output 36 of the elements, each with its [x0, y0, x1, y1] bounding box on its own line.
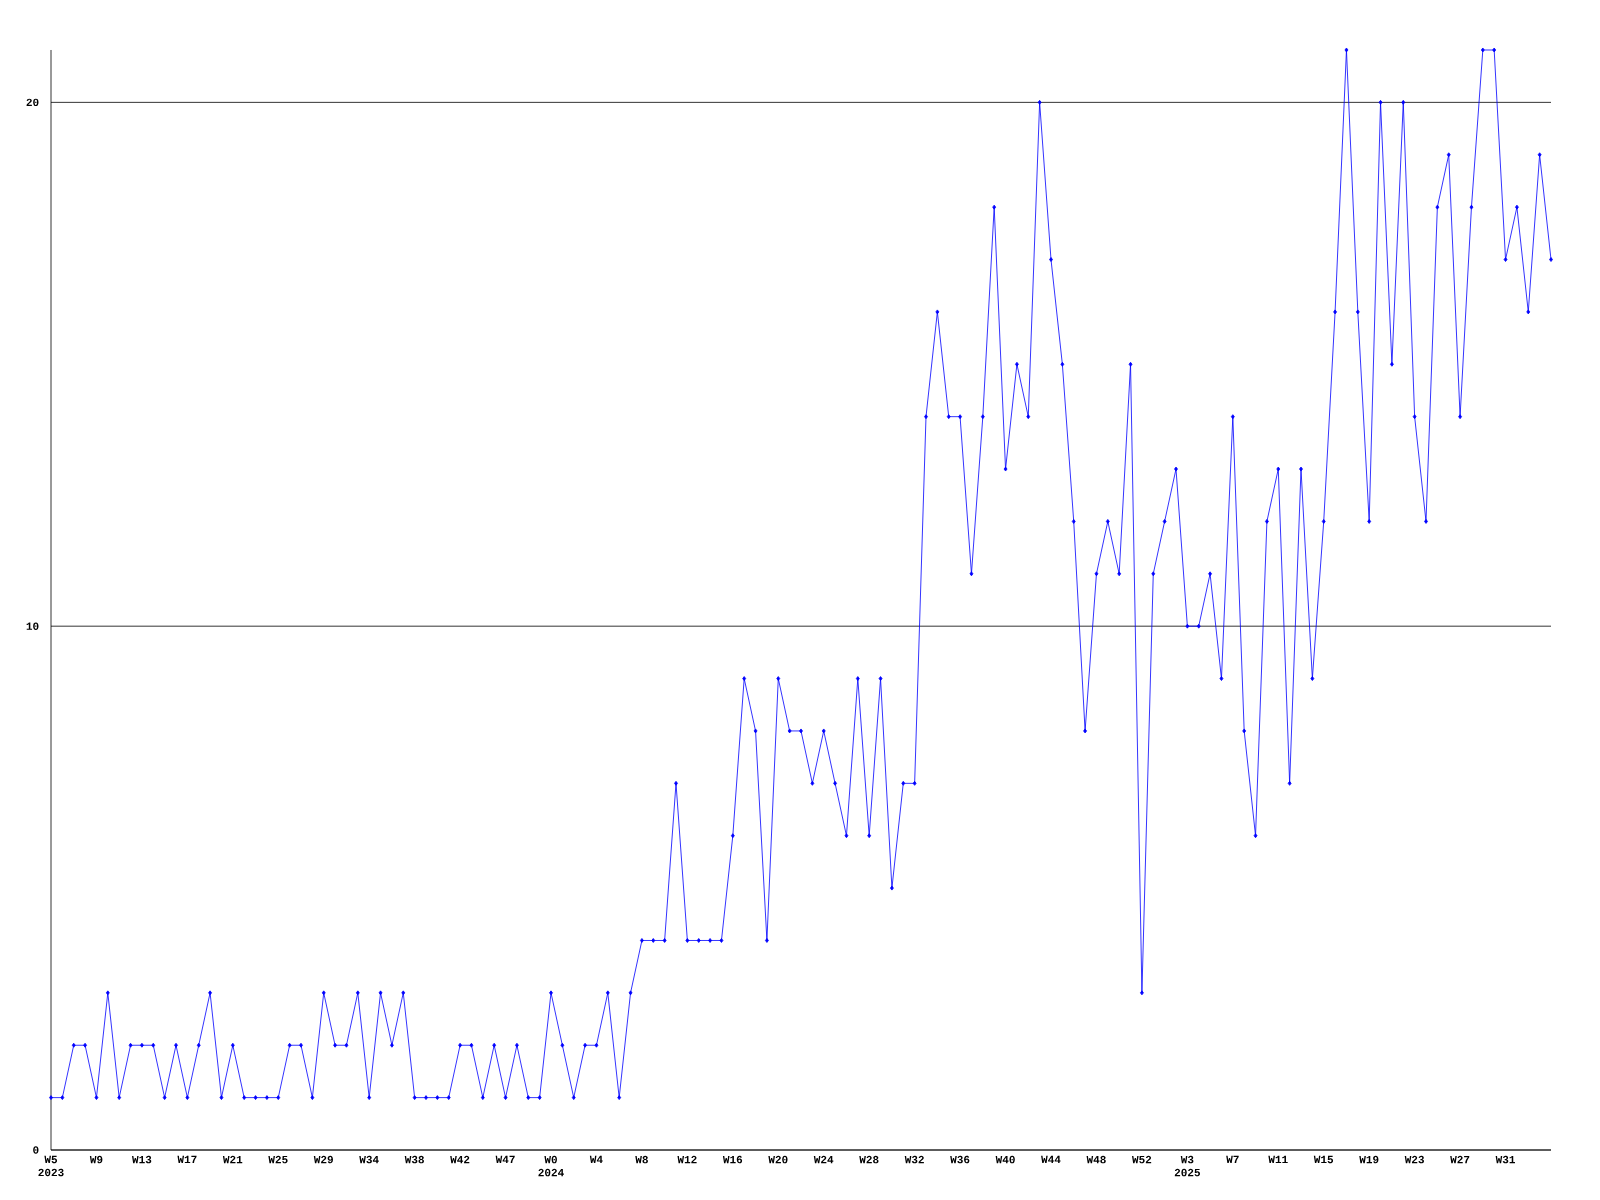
x-tick-label: W11 [1268, 1155, 1288, 1164]
x-tick-label: W7 [1226, 1155, 1239, 1164]
x-tick-label: W48 [1086, 1155, 1106, 1164]
x-tick-label: W44 [1041, 1155, 1061, 1164]
y-tick-label: 20 [26, 98, 39, 107]
x-tick-label: W0 2024 [538, 1155, 564, 1177]
x-tick-label: W16 [722, 1155, 743, 1164]
x-tick-label: W9 [89, 1155, 103, 1164]
x-tick-label: W28 [859, 1155, 879, 1164]
x-tick-label: W8 [635, 1155, 648, 1164]
x-tick-label: W52 [1132, 1155, 1152, 1164]
x-tick-label: W24 [813, 1155, 834, 1164]
x-tick-label: W23 [1404, 1155, 1424, 1164]
x-tick-label: W36 [950, 1155, 970, 1164]
x-tick-label: W34 [359, 1155, 379, 1164]
x-tick-label: W38 [404, 1155, 424, 1164]
x-tick-label: W15 [1313, 1155, 1334, 1164]
x-tick-label: W47 [495, 1155, 515, 1164]
x-tick-label: W13 [132, 1155, 152, 1164]
x-tick-label: W40 [995, 1155, 1015, 1164]
x-tick-label: W3 2025 [1174, 1155, 1200, 1177]
x-tick-label: W12 [677, 1155, 697, 1164]
y-tick-label: 10 [26, 622, 39, 630]
x-tick-label: W27 [1450, 1155, 1470, 1164]
x-tick-label: W5 2023 [38, 1155, 64, 1177]
x-tick-label: W20 [768, 1155, 788, 1164]
x-tick-label: W32 [904, 1155, 924, 1164]
x-tick-label: W31 [1495, 1155, 1515, 1164]
x-tick-label: W21 [222, 1155, 243, 1164]
x-tick-label: W42 [450, 1155, 470, 1164]
x-tick-label: W25 [268, 1155, 288, 1164]
y-tick-label: 0 [33, 1146, 39, 1154]
x-tick-label: W19 [1359, 1155, 1379, 1164]
x-tick-label: W29 [313, 1155, 333, 1164]
x-tick-label: W17 [177, 1155, 197, 1164]
x-tick-label: W4 [589, 1155, 603, 1164]
